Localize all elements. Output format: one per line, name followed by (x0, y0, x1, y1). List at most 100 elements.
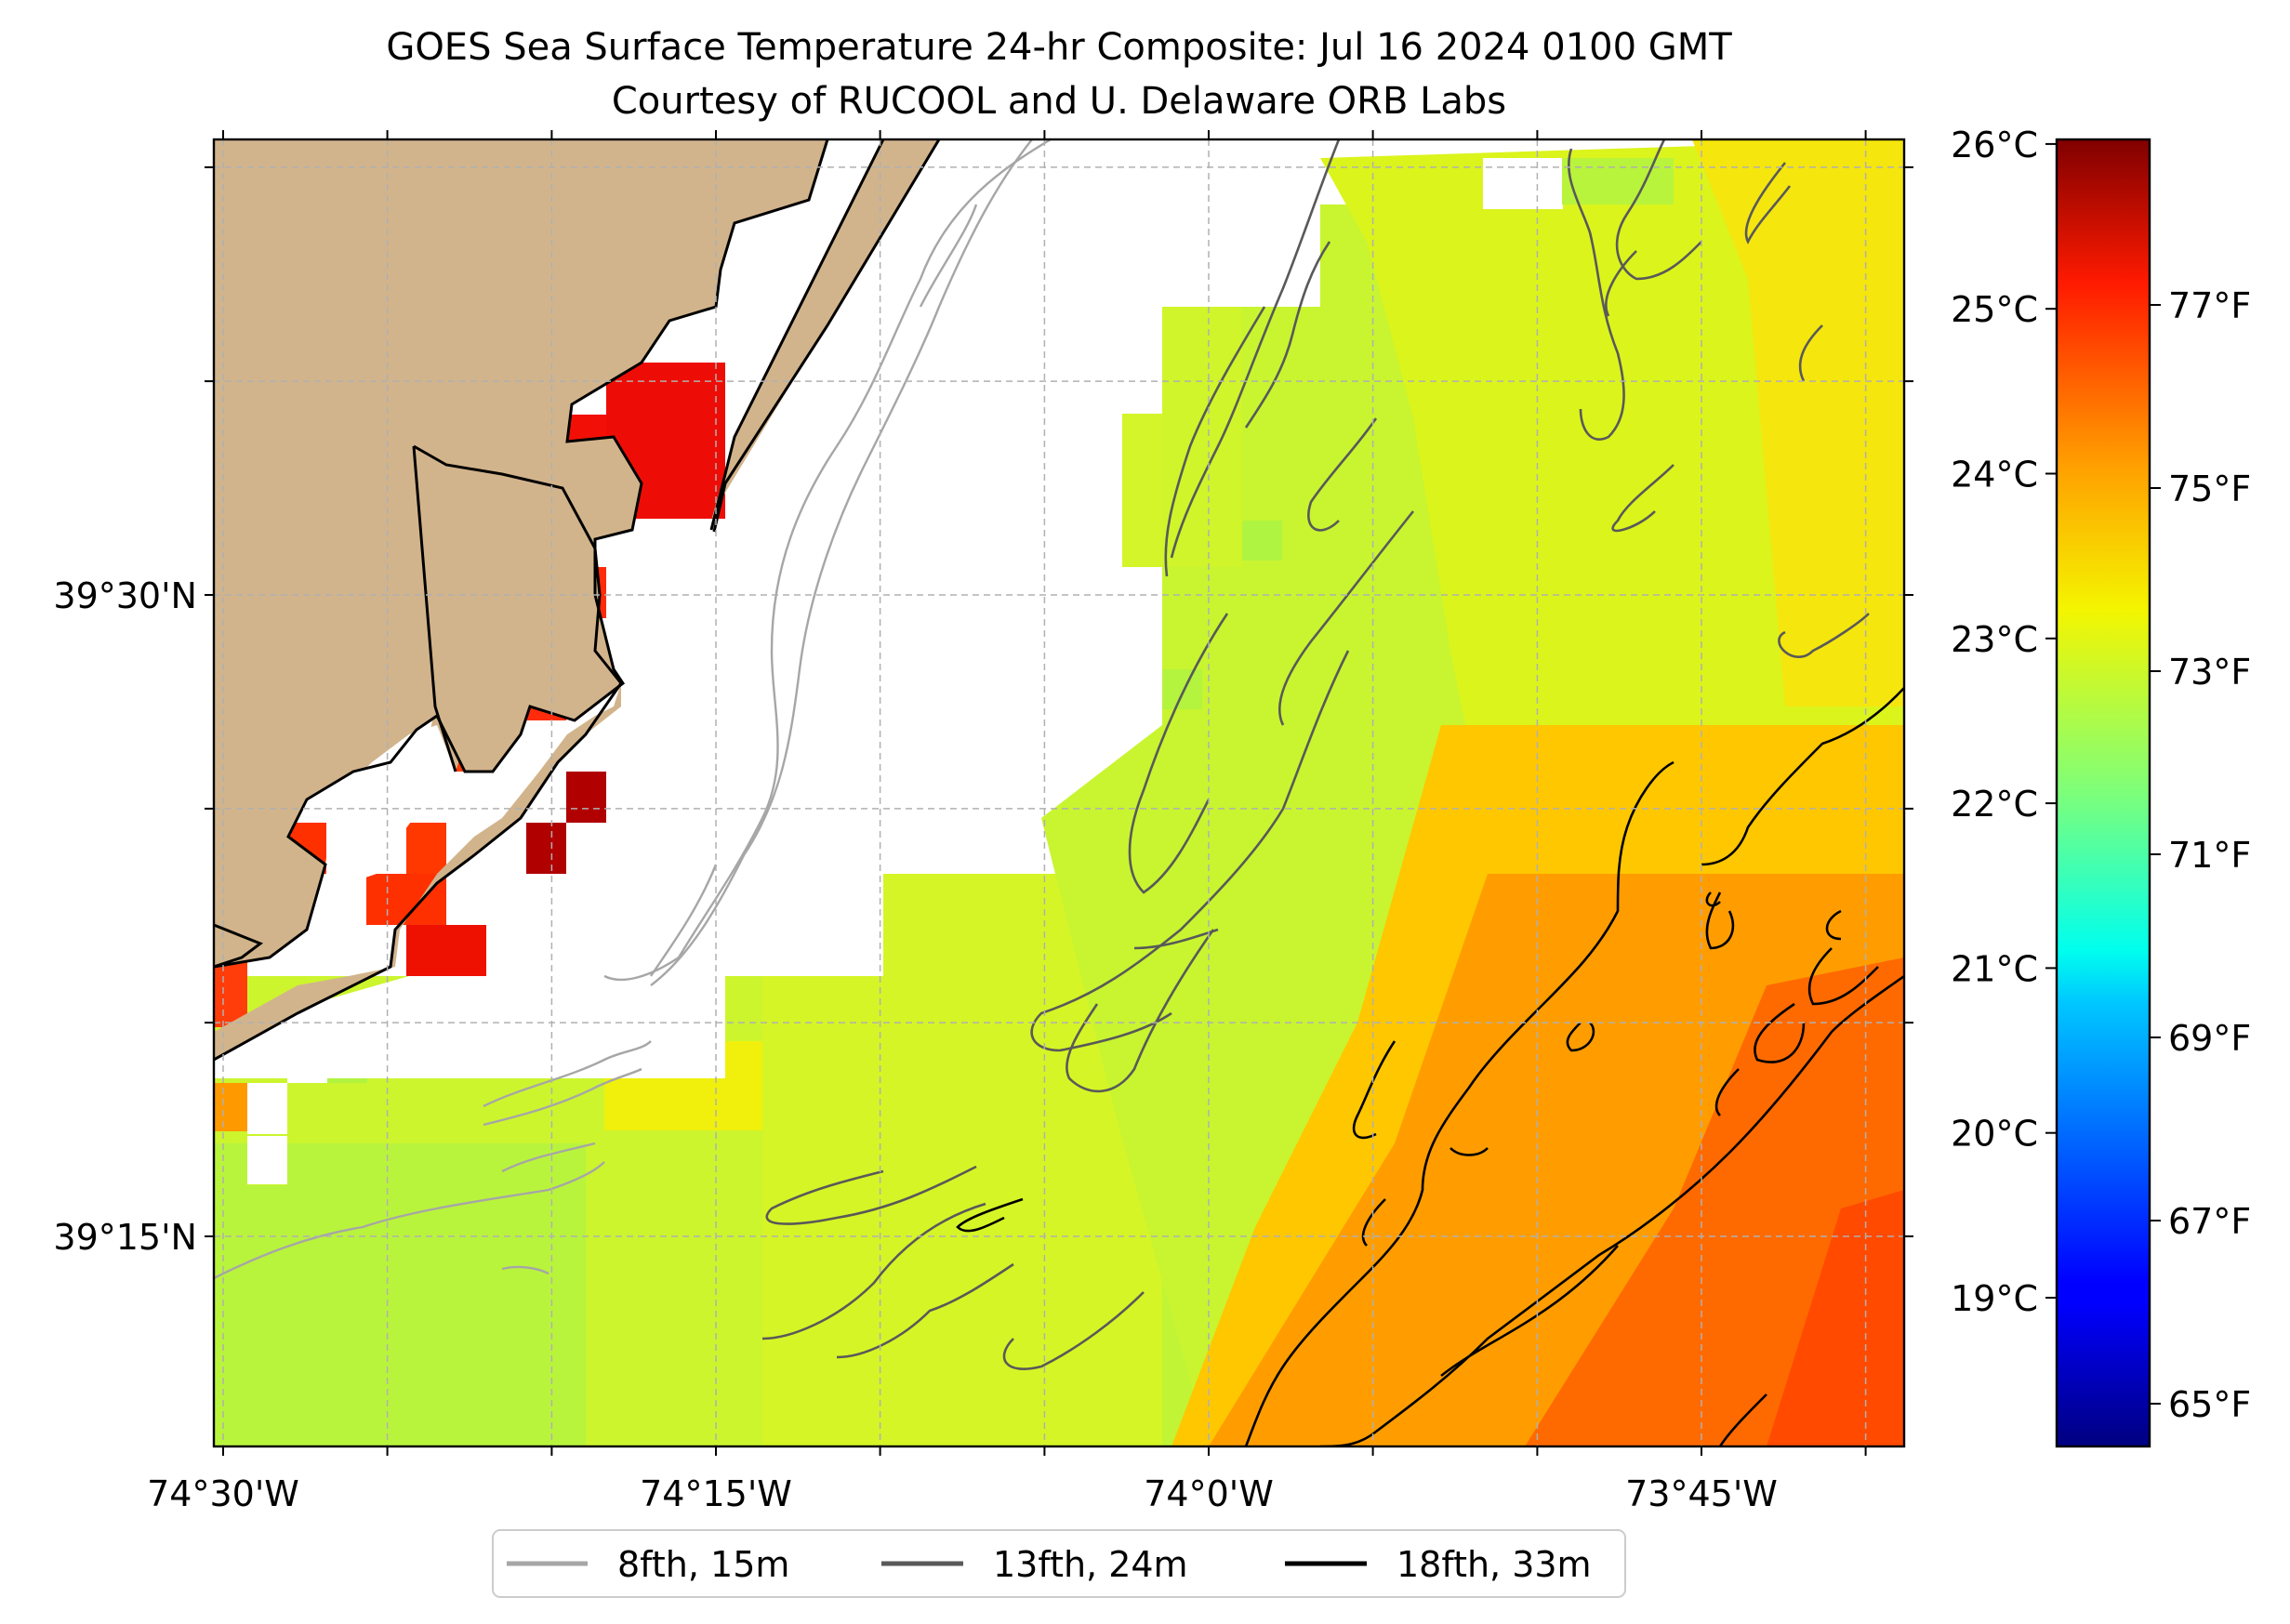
contour-15m (650, 864, 718, 977)
sst-cell (1242, 521, 1282, 561)
contour-33m (956, 1197, 1024, 1233)
colorbar-fahrenheit-ticks: 65°F 67°F 69°F 71°F 73°F 75°F 77°F (2150, 285, 2251, 1425)
sst-cell (1562, 158, 1674, 205)
contours-15m (214, 139, 1052, 1280)
x-tick-label: 73°45'W (1625, 1473, 1778, 1514)
bay-water (325, 725, 456, 865)
colorbar-fahrenheit-label: 73°F (2168, 652, 2251, 693)
contour-24m (836, 1262, 1014, 1359)
contour-24m (1170, 139, 1341, 559)
colorbar-fahrenheit-label: 65°F (2168, 1384, 2251, 1425)
sst-field-northeast (1692, 139, 1904, 706)
contour-33m (1754, 1002, 1806, 1063)
sst-cell (1162, 669, 1202, 709)
sst-field-southwest (214, 1143, 586, 1446)
contour-15m (483, 1067, 642, 1127)
contour-24m (1611, 464, 1674, 533)
map-title: GOES Sea Surface Temperature 24-hr Compo… (386, 26, 1732, 69)
colorbar-celsius-label: 21°C (1951, 948, 2038, 989)
contour-15m (919, 204, 978, 308)
colorbar: 19°C 20°C 21°C 22°C 23°C 24°C 25°C 26°C 65°F 67°… (1951, 125, 2251, 1448)
colorbar-celsius-label: 20°C (1951, 1114, 2038, 1155)
colorbar-celsius-label: 25°C (1951, 289, 2038, 330)
x-tick-label: 74°0'W (1144, 1473, 1274, 1514)
contour-33m (1566, 1022, 1595, 1052)
legend: 8fth, 15m 13fth, 24m 18fth, 33m (492, 1529, 1626, 1598)
contour-24m (1744, 162, 1792, 244)
contour-33m (1705, 891, 1735, 950)
colorbar-fahrenheit-label: 75°F (2168, 469, 2251, 509)
coastline-barrier (709, 139, 885, 531)
land-southern-cape (214, 883, 307, 967)
colorbar-celsius-ticks: 19°C 20°C 21°C 22°C 23°C 24°C 25°C 26°C (1951, 125, 2057, 1319)
contour-15m (501, 1265, 549, 1275)
contour-33m (1825, 909, 1842, 941)
colorbar-celsius-label: 26°C (1951, 125, 2038, 165)
contour-33m (1701, 687, 1904, 866)
y-tick-label: 39°30'N (53, 575, 197, 616)
contour-33m (1440, 1245, 1619, 1378)
sst-cell (214, 1083, 247, 1131)
contour-24m (1002, 1291, 1145, 1370)
sst-gap (247, 1136, 287, 1184)
sst-cell (1483, 158, 1563, 209)
sst-cell (1122, 414, 1162, 567)
hot-pixel (566, 772, 606, 823)
map-frame (212, 138, 1906, 1448)
contour-24m (1615, 139, 1702, 281)
contour-33m (1361, 1198, 1386, 1247)
colorbar-frame (2055, 138, 2151, 1448)
contour-33m (1449, 1147, 1489, 1156)
x-axis-ticks: 74°30'W 74°15'W 74°0'W 73°45'W (147, 130, 1867, 1514)
contour-24m (1030, 650, 1350, 1052)
contour-33m (1714, 1068, 1740, 1116)
coastline-barrier-2 (712, 139, 941, 533)
contour-15m (501, 1142, 596, 1173)
coastline (214, 139, 941, 1062)
contours-24m (761, 139, 1870, 1370)
contour-33m (1244, 760, 1674, 1446)
coastline-island (412, 445, 457, 772)
coastline-cape (214, 923, 264, 969)
legend-label-15m: 8fth, 15m (617, 1544, 789, 1585)
colorbar-fahrenheit-label: 77°F (2168, 285, 2251, 326)
legend-label-33m: 18fth, 33m (1397, 1544, 1592, 1585)
hot-pixel (406, 823, 446, 874)
colorbar-fahrenheit-label: 67°F (2168, 1201, 2251, 1242)
contour-24m (1277, 510, 1415, 726)
x-tick-label: 74°15'W (640, 1473, 792, 1514)
contour-33m (1319, 974, 1904, 1446)
land-peninsula (214, 683, 621, 1060)
contour-33m (1718, 1393, 1767, 1446)
contour-24m (1307, 417, 1378, 532)
no-data-region (214, 139, 1320, 1078)
colorbar-fahrenheit-label: 71°F (2168, 835, 2251, 876)
contour-24m (1164, 306, 1266, 577)
contour-24m (1605, 250, 1637, 317)
coastline-south (214, 682, 623, 1062)
contours-33m (956, 687, 1904, 1446)
contour-24m (1244, 241, 1331, 429)
contour-24m (761, 1202, 986, 1340)
colorbar-gradient (2057, 139, 2150, 1446)
x-tick-label: 74°30'W (147, 1473, 299, 1514)
contour-24m (1778, 613, 1870, 658)
legend-label-24m: 13fth, 24m (993, 1544, 1188, 1585)
colorbar-celsius-label: 19°C (1951, 1278, 2038, 1319)
colorbar-celsius-label: 24°C (1951, 455, 2038, 495)
land (214, 139, 939, 1060)
map-area (214, 139, 1904, 1446)
land-inner-island (414, 446, 614, 772)
sst-cell (1162, 307, 1242, 567)
y-axis-ticks: 39°30'N 39°15'N (53, 165, 1913, 1258)
colorbar-celsius-label: 22°C (1951, 784, 2038, 825)
contour-24m (765, 1165, 977, 1225)
contour-24m (1798, 324, 1823, 382)
sst-gap (247, 1083, 287, 1134)
contour-15m (483, 1040, 652, 1108)
contour-15m (214, 1161, 605, 1280)
hot-pixel (406, 925, 486, 976)
gridlines (214, 139, 1904, 1446)
colorbar-celsius-label: 23°C (1951, 619, 2038, 660)
